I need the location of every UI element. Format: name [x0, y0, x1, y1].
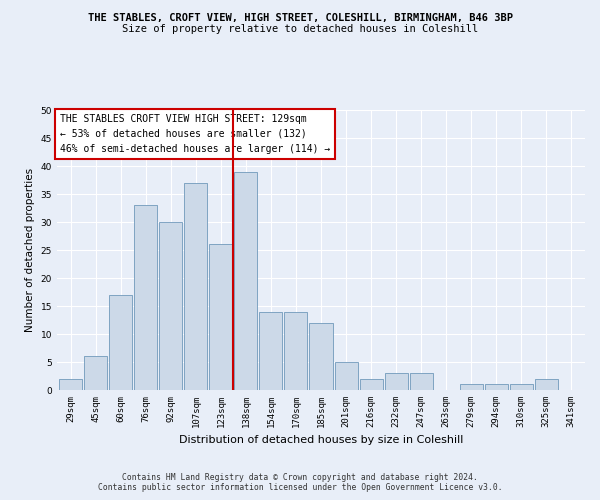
Bar [485, 384, 508, 390]
Bar [160, 222, 182, 390]
Bar [535, 379, 558, 390]
Bar [134, 205, 157, 390]
Bar [259, 312, 283, 390]
Y-axis label: Number of detached properties: Number of detached properties [25, 168, 35, 332]
Text: Contains HM Land Registry data © Crown copyright and database right 2024.: Contains HM Land Registry data © Crown c… [122, 472, 478, 482]
Bar [310, 323, 332, 390]
Bar [84, 356, 107, 390]
Bar [335, 362, 358, 390]
Bar [284, 312, 307, 390]
Text: Contains public sector information licensed under the Open Government Licence v3: Contains public sector information licen… [98, 483, 502, 492]
Bar [184, 183, 208, 390]
Bar [209, 244, 232, 390]
Bar [509, 384, 533, 390]
Text: THE STABLES CROFT VIEW HIGH STREET: 129sqm
← 53% of detached houses are smaller : THE STABLES CROFT VIEW HIGH STREET: 129s… [59, 114, 330, 154]
Bar [109, 295, 133, 390]
Bar [385, 373, 407, 390]
Bar [460, 384, 482, 390]
Bar [359, 379, 383, 390]
Bar [235, 172, 257, 390]
Text: Size of property relative to detached houses in Coleshill: Size of property relative to detached ho… [122, 24, 478, 34]
Text: THE STABLES, CROFT VIEW, HIGH STREET, COLESHILL, BIRMINGHAM, B46 3BP: THE STABLES, CROFT VIEW, HIGH STREET, CO… [88, 12, 512, 22]
Bar [410, 373, 433, 390]
X-axis label: Distribution of detached houses by size in Coleshill: Distribution of detached houses by size … [179, 436, 463, 446]
Bar [59, 379, 82, 390]
